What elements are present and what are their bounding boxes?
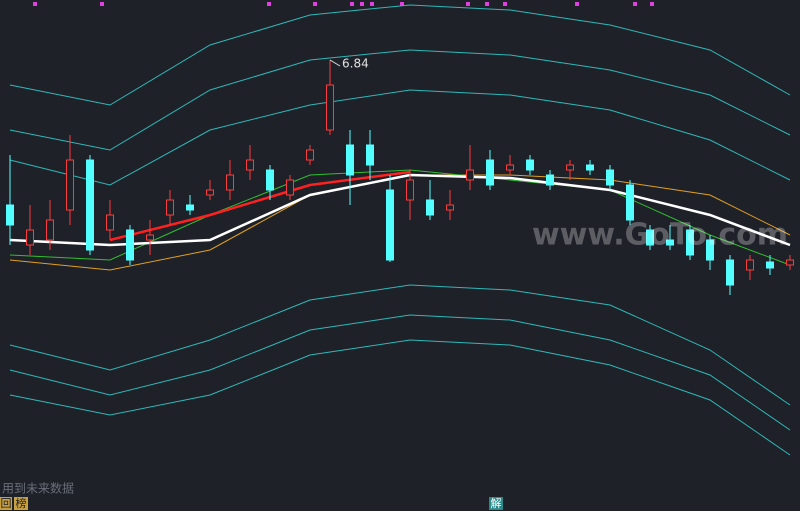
icon-bg [0, 497, 12, 510]
candle-body [246, 159, 254, 171]
candle-body [506, 164, 514, 171]
candle-body [626, 184, 634, 221]
candle-body [686, 229, 694, 256]
candle-body [406, 179, 414, 201]
icon-bg [14, 497, 28, 510]
candle-body [646, 229, 654, 246]
icon-label[interactable]: 回 [1, 497, 12, 510]
candle-body [346, 144, 354, 176]
candle-body [306, 149, 314, 161]
candle-body [206, 189, 214, 196]
candle-body [266, 169, 274, 191]
candle-body [166, 199, 174, 216]
line-series [9, 284, 791, 406]
line-series [9, 4, 791, 106]
candle-body [606, 169, 614, 186]
candle-body [286, 179, 294, 196]
candle-body [66, 159, 74, 211]
candle-body [46, 219, 54, 241]
line-series [109, 170, 411, 242]
candle-body [226, 174, 234, 191]
candle-body [426, 199, 434, 216]
candle-body [746, 259, 754, 271]
future-data-note: 用到未来数据 [2, 481, 74, 496]
line-series [9, 314, 791, 431]
candle-body [726, 259, 734, 286]
candle-body [86, 159, 94, 251]
candle-body [326, 84, 334, 131]
watermark: www.GoTo.com [532, 218, 788, 253]
candle-body [6, 204, 14, 226]
candle-body [706, 239, 714, 261]
line-series [9, 339, 791, 456]
icon-label[interactable]: 解 [491, 496, 502, 510]
candle-body [466, 169, 474, 181]
max-label: 6.84 [342, 57, 369, 71]
candle-body [446, 204, 454, 211]
candle-body [666, 239, 674, 246]
candle-body [566, 164, 574, 171]
candle-body [386, 189, 394, 261]
signal-dots [33, 2, 654, 6]
candle-body [486, 159, 494, 186]
candle-body [526, 159, 534, 171]
line-series [9, 89, 791, 186]
candle-body [26, 229, 34, 246]
line-series [9, 49, 791, 151]
candle-body [366, 144, 374, 166]
candle-body [546, 174, 554, 186]
candle-body [126, 229, 134, 261]
candle-body [186, 204, 194, 211]
candle-body [106, 214, 114, 231]
icon-label[interactable]: 榜 [16, 496, 27, 510]
candle-body [586, 164, 594, 171]
candle-body [146, 234, 154, 241]
max-pointer [329, 59, 341, 67]
candle-body [766, 261, 774, 269]
icon-bg [489, 497, 503, 510]
candle-body [786, 259, 794, 266]
